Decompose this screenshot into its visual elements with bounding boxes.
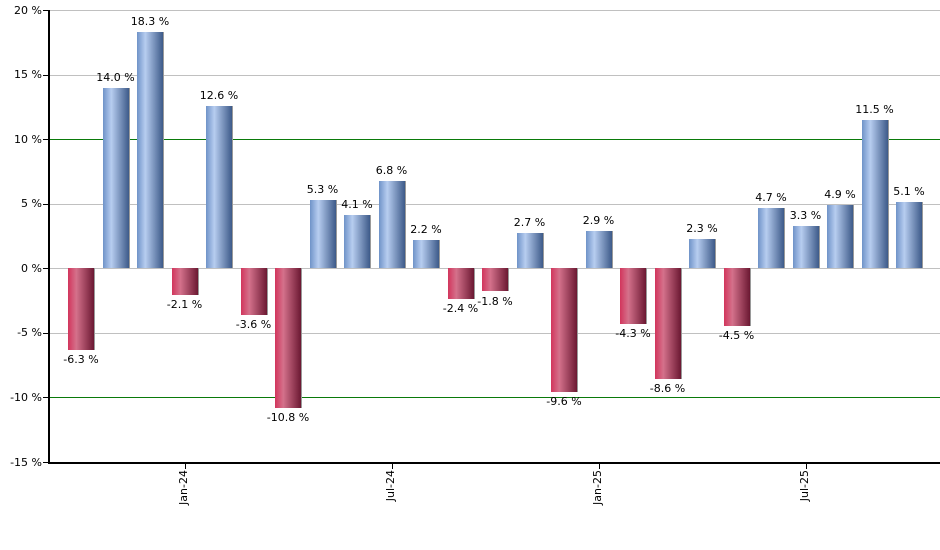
bar-negative[interactable] xyxy=(551,268,577,393)
bar-positive[interactable] xyxy=(102,87,129,269)
x-axis-tick xyxy=(185,462,186,469)
bar-positive[interactable] xyxy=(137,32,163,269)
bar-positive[interactable] xyxy=(206,105,232,269)
x-axis-line xyxy=(48,462,940,464)
bar-value-label: -6.3 % xyxy=(63,352,99,366)
y-axis-tick-label: -15 % xyxy=(10,456,42,469)
bar-positive[interactable] xyxy=(758,207,784,269)
y-axis-tick-label: 10 % xyxy=(14,133,42,146)
y-axis-tick-label: 0 % xyxy=(21,262,42,275)
bar-negative[interactable] xyxy=(447,268,474,300)
bar-negative[interactable] xyxy=(620,268,646,324)
x-axis-tick xyxy=(599,462,600,469)
y-axis-line xyxy=(48,10,50,464)
bar-positive[interactable] xyxy=(378,180,405,269)
bar-value-label: 3.3 % xyxy=(789,208,822,222)
y-axis-tick xyxy=(43,204,48,205)
x-axis-tick-label: Jan-24 xyxy=(177,470,190,505)
bar-value-label: 5.3 % xyxy=(306,182,339,196)
bar-value-label: -4.5 % xyxy=(718,329,755,343)
bar-value-label: -4.3 % xyxy=(615,326,651,340)
bar-positive[interactable] xyxy=(309,199,336,269)
bar-value-label: 4.7 % xyxy=(755,190,787,204)
bar-positive[interactable] xyxy=(861,119,888,269)
bar-negative[interactable] xyxy=(171,268,198,296)
x-axis-tick xyxy=(806,462,807,469)
bar-negative[interactable] xyxy=(275,268,301,408)
bar-value-label: -2.4 % xyxy=(442,302,479,316)
highlight-gridline xyxy=(48,139,940,140)
y-axis-tick xyxy=(43,139,48,140)
bar-value-label: 12.6 % xyxy=(199,88,239,102)
bar-positive[interactable] xyxy=(689,238,715,269)
y-axis-tick-label: 20 % xyxy=(14,4,42,17)
bar-value-label: 2.9 % xyxy=(582,213,615,227)
bar-negative[interactable] xyxy=(482,268,508,292)
bar-value-label: 6.8 % xyxy=(375,163,408,177)
y-axis-tick xyxy=(43,462,48,463)
gridline xyxy=(48,75,940,76)
y-axis-tick xyxy=(43,268,48,269)
bar-value-label: -2.1 % xyxy=(166,298,203,312)
bar-value-label: -3.6 % xyxy=(235,317,272,331)
bar-value-label: 18.3 % xyxy=(130,15,170,28)
bar-negative[interactable] xyxy=(68,268,94,350)
bar-positive[interactable] xyxy=(896,202,922,269)
bar-positive[interactable] xyxy=(344,215,370,269)
bar-value-label: 11.5 % xyxy=(855,102,894,116)
gridline xyxy=(48,204,940,205)
bar-negative[interactable] xyxy=(654,268,681,380)
bar-positive[interactable] xyxy=(792,225,819,269)
gridline xyxy=(48,333,940,334)
bar-value-label: 4.9 % xyxy=(824,188,856,201)
bar-value-label: 2.2 % xyxy=(410,222,442,236)
y-axis-tick xyxy=(43,10,48,11)
highlight-gridline xyxy=(48,397,940,398)
bar-negative[interactable] xyxy=(240,268,267,315)
bar-value-label: 5.1 % xyxy=(893,185,925,199)
bar-value-label: -8.6 % xyxy=(649,382,686,396)
y-axis-tick-label: -5 % xyxy=(17,326,42,339)
y-axis-tick-label: -10 % xyxy=(10,391,42,404)
bar-value-label: 4.1 % xyxy=(341,198,373,212)
y-axis-tick xyxy=(43,75,48,76)
y-axis-tick-label: 15 % xyxy=(14,68,42,81)
y-axis-tick xyxy=(43,333,48,334)
bar-positive[interactable] xyxy=(827,205,853,269)
y-axis-tick-label: 5 % xyxy=(21,197,42,210)
bar-value-label: 14.0 % xyxy=(96,70,135,84)
x-axis-tick xyxy=(392,462,393,469)
bar-positive[interactable] xyxy=(413,239,439,269)
x-axis-tick-label: Jan-25 xyxy=(591,470,604,505)
bar-value-label: 2.7 % xyxy=(513,216,546,230)
gridline xyxy=(48,10,940,11)
bar-value-label: -10.8 % xyxy=(266,410,310,424)
bar-value-label: -9.6 % xyxy=(546,395,582,409)
bar-positive[interactable] xyxy=(516,233,543,269)
bar-positive[interactable] xyxy=(585,230,612,269)
x-axis-tick-label: Jul-25 xyxy=(798,470,811,502)
bar-negative[interactable] xyxy=(723,268,750,327)
bar-value-label: 2.3 % xyxy=(686,221,718,235)
x-axis-tick-label: Jul-24 xyxy=(384,470,397,502)
bar-value-label: -1.8 % xyxy=(477,294,513,308)
y-axis-tick xyxy=(43,397,48,398)
